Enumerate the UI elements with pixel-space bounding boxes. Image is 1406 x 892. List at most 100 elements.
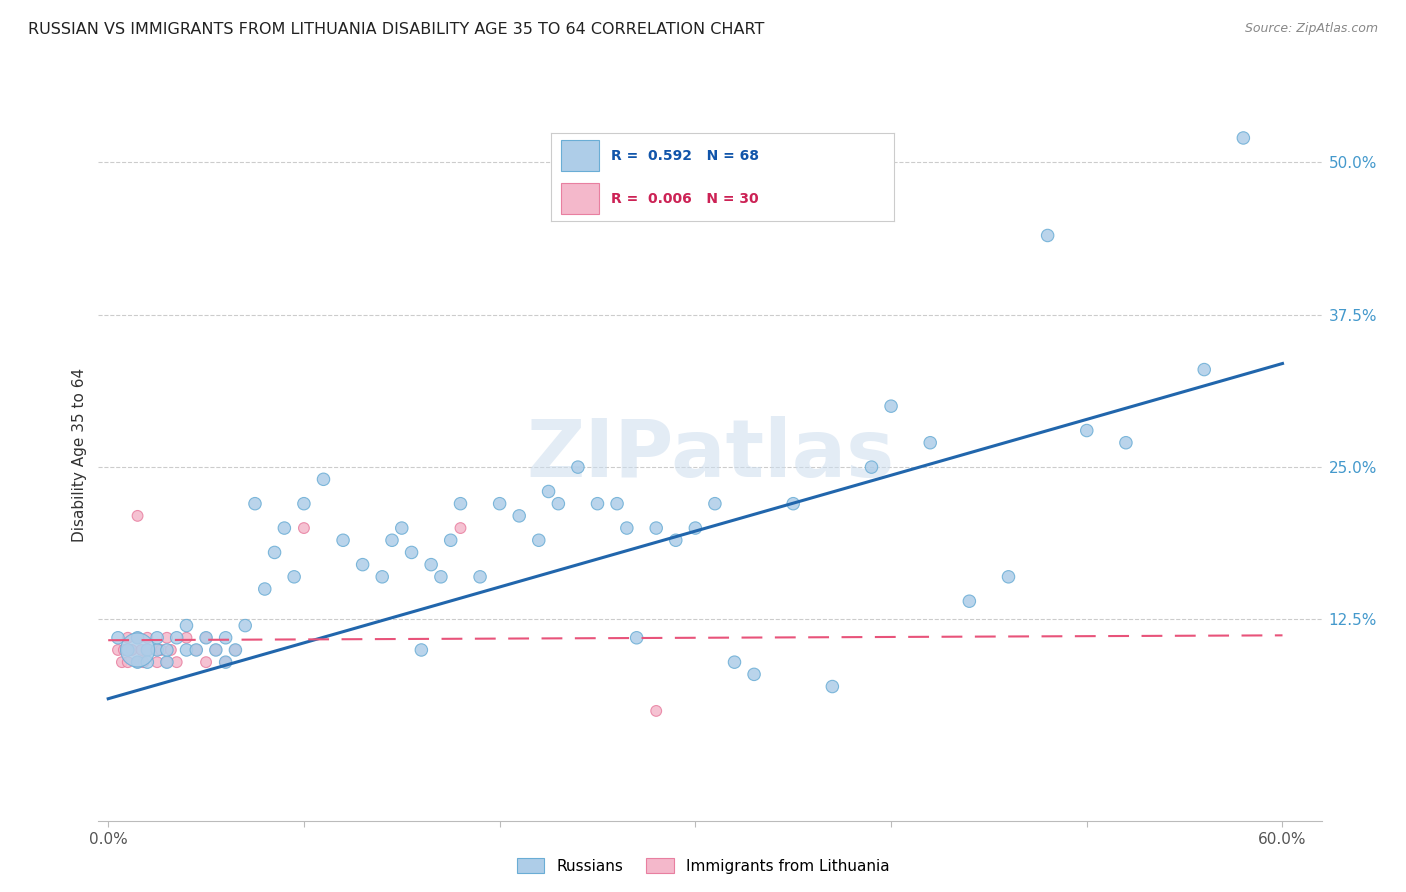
Point bbox=[957, 594, 980, 608]
Y-axis label: Disability Age 35 to 64: Disability Age 35 to 64 bbox=[72, 368, 87, 542]
Point bbox=[430, 570, 453, 584]
Point bbox=[1036, 228, 1059, 243]
Point bbox=[176, 643, 198, 657]
Point bbox=[468, 570, 491, 584]
Point bbox=[411, 643, 433, 657]
Point bbox=[166, 655, 188, 669]
Point bbox=[107, 631, 129, 645]
Point bbox=[166, 631, 188, 645]
Point bbox=[205, 643, 228, 657]
Point bbox=[665, 533, 688, 548]
Point bbox=[127, 655, 149, 669]
Point bbox=[156, 655, 179, 669]
Point bbox=[1115, 435, 1137, 450]
Point bbox=[391, 521, 413, 535]
Point bbox=[214, 655, 236, 669]
Point bbox=[127, 508, 149, 523]
Point bbox=[527, 533, 550, 548]
Point bbox=[146, 643, 169, 657]
Point bbox=[186, 643, 208, 657]
Point bbox=[156, 643, 179, 657]
Point bbox=[401, 545, 423, 559]
Point bbox=[821, 680, 844, 694]
Point bbox=[352, 558, 374, 572]
Point bbox=[371, 570, 394, 584]
Point bbox=[1076, 424, 1098, 438]
Text: Source: ZipAtlas.com: Source: ZipAtlas.com bbox=[1244, 22, 1378, 36]
Point bbox=[156, 655, 179, 669]
Point bbox=[214, 631, 236, 645]
Point bbox=[263, 545, 285, 559]
Point bbox=[381, 533, 404, 548]
Point bbox=[131, 643, 153, 657]
Point bbox=[136, 643, 159, 657]
Point bbox=[645, 704, 668, 718]
Point bbox=[117, 631, 139, 645]
Point bbox=[292, 497, 315, 511]
Point bbox=[645, 521, 668, 535]
Point bbox=[107, 643, 129, 657]
FancyBboxPatch shape bbox=[561, 140, 599, 171]
Text: ZIPatlas: ZIPatlas bbox=[526, 416, 894, 494]
Point bbox=[136, 631, 159, 645]
Point bbox=[127, 631, 149, 645]
Point bbox=[186, 643, 208, 657]
Point bbox=[450, 497, 472, 511]
Point bbox=[920, 435, 942, 450]
Point bbox=[205, 643, 228, 657]
Point bbox=[146, 631, 169, 645]
Point bbox=[606, 497, 628, 511]
Legend: Russians, Immigrants from Lithuania: Russians, Immigrants from Lithuania bbox=[510, 852, 896, 880]
Point bbox=[626, 631, 648, 645]
Point bbox=[1232, 131, 1254, 145]
Point bbox=[127, 631, 149, 645]
Point bbox=[586, 497, 609, 511]
Point bbox=[880, 399, 903, 413]
Point bbox=[127, 655, 149, 669]
Point bbox=[685, 521, 707, 535]
Point bbox=[742, 667, 765, 681]
Point bbox=[195, 655, 218, 669]
Point bbox=[117, 655, 139, 669]
Point bbox=[146, 643, 169, 657]
Point bbox=[127, 643, 149, 657]
Point bbox=[547, 497, 569, 511]
Point bbox=[703, 497, 725, 511]
Point bbox=[567, 460, 589, 475]
Point bbox=[176, 631, 198, 645]
Point bbox=[112, 643, 135, 657]
Point bbox=[111, 655, 134, 669]
Point bbox=[420, 558, 443, 572]
Point bbox=[488, 497, 510, 511]
Point bbox=[253, 582, 276, 596]
Point bbox=[1192, 362, 1215, 376]
Point bbox=[195, 631, 218, 645]
Point bbox=[292, 521, 315, 535]
Point bbox=[136, 643, 159, 657]
Point bbox=[243, 497, 266, 511]
Point bbox=[312, 472, 335, 486]
Point bbox=[117, 643, 139, 657]
Point bbox=[156, 631, 179, 645]
Point bbox=[224, 643, 246, 657]
Text: RUSSIAN VS IMMIGRANTS FROM LITHUANIA DISABILITY AGE 35 TO 64 CORRELATION CHART: RUSSIAN VS IMMIGRANTS FROM LITHUANIA DIS… bbox=[28, 22, 765, 37]
Point bbox=[146, 655, 169, 669]
Point bbox=[860, 460, 883, 475]
Point bbox=[160, 643, 183, 657]
Point bbox=[450, 521, 472, 535]
Point bbox=[332, 533, 354, 548]
Point bbox=[782, 497, 804, 511]
Point bbox=[723, 655, 745, 669]
Point bbox=[273, 521, 295, 535]
Point bbox=[195, 631, 218, 645]
Point bbox=[214, 655, 236, 669]
Point bbox=[176, 618, 198, 632]
Point bbox=[283, 570, 305, 584]
Point bbox=[136, 655, 159, 669]
Point bbox=[616, 521, 638, 535]
Point bbox=[537, 484, 560, 499]
Point bbox=[121, 643, 143, 657]
Text: R =  0.006   N = 30: R = 0.006 N = 30 bbox=[612, 192, 759, 206]
Point bbox=[132, 655, 155, 669]
Point bbox=[233, 618, 256, 632]
